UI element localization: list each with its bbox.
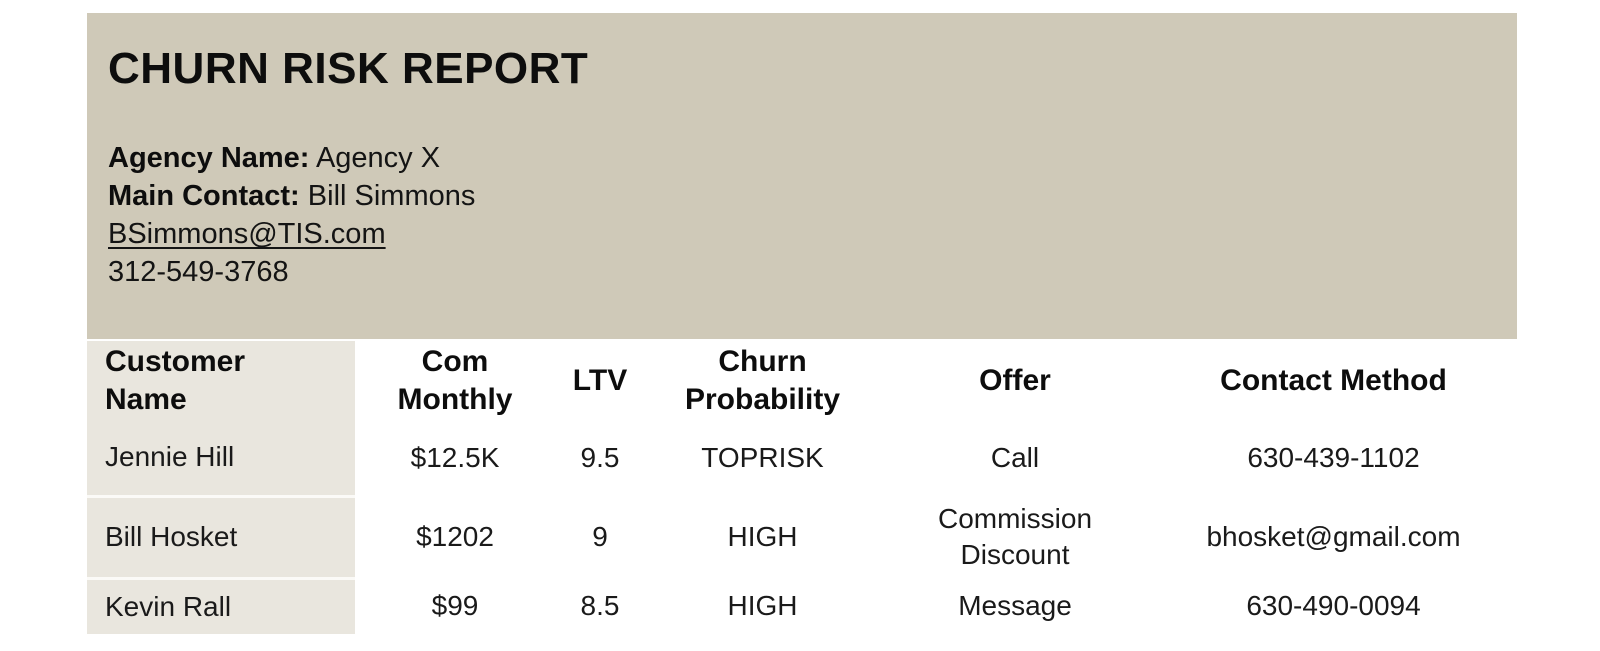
cell-offer: Call <box>990 442 1040 473</box>
cell-com-monthly: $99 <box>431 590 479 621</box>
column-header-customer-name: Customer Name <box>87 341 355 420</box>
contact-email-line: BSimmons@TIS.com <box>108 215 1493 253</box>
table-row: Bill Hosket $1202 9 HIGH Commission Disc… <box>87 496 1517 580</box>
cell-churn-probability: HIGH <box>727 590 798 621</box>
agency-name-label: Agency Name: <box>108 142 310 174</box>
cell-com-monthly: $12.5K <box>410 442 500 473</box>
main-contact-value: Bill Simmons <box>307 180 476 212</box>
cell-offer: Message <box>958 590 1072 621</box>
cell-churn-probability: TOPRISK <box>701 442 824 473</box>
table-row: Jennie Hill $12.5K 9.5 TOPRISK Call 630-… <box>87 420 1517 498</box>
cell-offer: Commission Discount <box>937 503 1093 570</box>
report-header: CHURN RISK REPORT Agency Name: Agency X … <box>87 13 1517 339</box>
cell-contact-method: 630-439-1102 <box>1247 442 1420 473</box>
main-contact-line: Main Contact: Bill Simmons <box>108 177 1493 215</box>
cell-churn-probability: HIGH <box>727 521 798 552</box>
table-header-row: Customer Name Com Monthly LTV Churn Prob… <box>87 341 1517 420</box>
column-header-contact-method: Contact Method <box>1220 363 1447 397</box>
cell-contact-method: bhosket@gmail.com <box>1206 521 1461 552</box>
page-title: CHURN RISK REPORT <box>108 44 589 93</box>
contact-email-link[interactable]: BSimmons@TIS.com <box>108 218 386 250</box>
cell-ltv: 9 <box>592 521 608 552</box>
column-header-com-monthly: Com Monthly <box>397 344 513 416</box>
churn-risk-table: Customer Name Com Monthly LTV Churn Prob… <box>87 341 1517 634</box>
table-row: Kevin Rall $99 8.5 HIGH Message 630-490-… <box>87 578 1517 634</box>
cell-customer-name: Bill Hosket <box>87 496 355 580</box>
agency-name-line: Agency Name: Agency X <box>108 139 1493 177</box>
cell-customer-name: Kevin Rall <box>87 578 355 634</box>
agency-info-block: Agency Name: Agency X Main Contact: Bill… <box>108 139 1493 291</box>
contact-phone-line: 312-549-3768 <box>108 253 1493 291</box>
cell-ltv: 8.5 <box>580 590 620 621</box>
column-header-ltv: LTV <box>572 363 628 397</box>
agency-name-value: Agency X <box>315 142 441 174</box>
main-contact-label: Main Contact: <box>108 180 300 212</box>
cell-customer-name: Jennie Hill <box>87 420 355 498</box>
column-header-churn-probability: Churn Probability <box>684 344 841 416</box>
cell-contact-method: 630-490-0094 <box>1246 590 1421 621</box>
contact-phone-value: 312-549-3768 <box>108 256 289 288</box>
column-header-offer: Offer <box>979 363 1051 397</box>
cell-ltv: 9.5 <box>580 442 620 473</box>
cell-com-monthly: $1202 <box>416 521 494 552</box>
